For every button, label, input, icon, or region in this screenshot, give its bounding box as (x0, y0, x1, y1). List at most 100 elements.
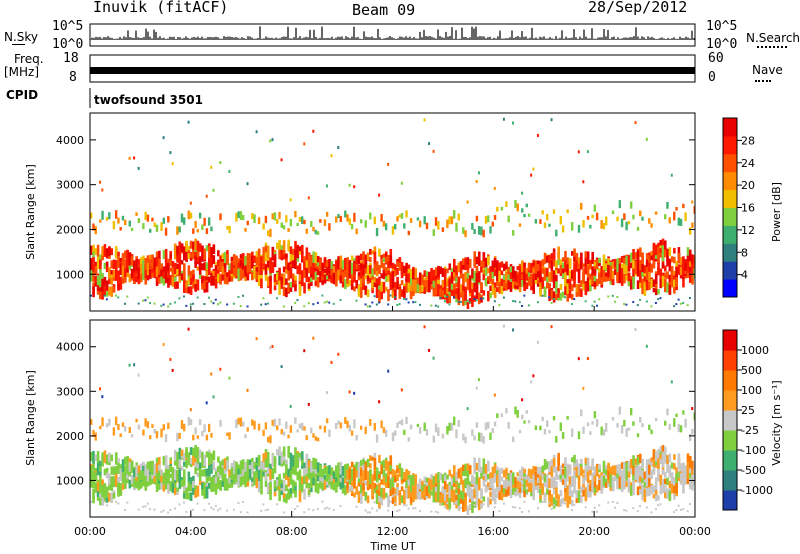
power-cell (570, 251, 574, 256)
velocity-cell (99, 475, 102, 489)
velocity-cell (266, 467, 270, 474)
velocity-cell (688, 503, 691, 506)
power-cell (158, 258, 161, 269)
power-cell (566, 257, 570, 270)
power-cell (541, 277, 545, 289)
power-cell (176, 264, 179, 276)
power-cell (564, 272, 567, 282)
power-cell (616, 264, 619, 274)
power-cell (439, 296, 442, 299)
power-cell (673, 247, 676, 254)
power-cell (387, 162, 390, 166)
power-cell (99, 269, 102, 282)
power-cell (475, 299, 478, 302)
power-cell (450, 216, 454, 225)
power-cell (339, 255, 343, 269)
power-cell (403, 271, 406, 276)
velocity-cell (153, 464, 157, 478)
velocity-cell (548, 495, 551, 508)
velocity-cell (462, 464, 465, 474)
velocity-cell (262, 429, 265, 437)
velocity-cell (291, 455, 295, 467)
velocity-cell (623, 509, 626, 512)
power-cell (300, 244, 304, 255)
power-cell (552, 298, 555, 301)
power-cell (312, 129, 315, 133)
nsky-tick-bottom: 10^0 (52, 37, 84, 52)
power-cell (552, 281, 556, 289)
velocity-cell (264, 471, 268, 481)
power-cell (566, 264, 570, 276)
velocity-cell (369, 419, 372, 426)
velocity-cell (475, 472, 479, 483)
velocity-cell (670, 380, 673, 384)
power-cell (673, 211, 676, 221)
power-cell (105, 298, 108, 301)
power-cell (325, 259, 329, 268)
velocity-cell (659, 454, 663, 465)
velocity-cell (108, 418, 111, 426)
velocity-cell (330, 481, 334, 490)
power-cell (389, 259, 393, 266)
velocity-cell (337, 462, 340, 474)
power-cell (335, 275, 338, 287)
power-cell (189, 303, 192, 306)
velocity-cell (523, 479, 526, 491)
velocity-cell (446, 501, 449, 504)
power-cell (602, 266, 606, 274)
velocity-cell (489, 472, 492, 484)
velocity-cell (407, 507, 410, 510)
velocity-cell (455, 483, 458, 490)
velocity-cell (403, 492, 406, 505)
power-cell (403, 266, 406, 274)
power-colorbar-label: Power [dB] (770, 182, 783, 242)
velocity-cell (371, 486, 374, 495)
velocity-cell (285, 484, 288, 492)
velocity-cell (189, 408, 192, 412)
power-cell (670, 173, 673, 177)
velocity-cell (534, 466, 538, 472)
velocity-cell (260, 480, 263, 486)
velocity-cell (586, 483, 590, 490)
power-cell (677, 298, 680, 301)
velocity-cell (480, 466, 483, 479)
velocity-cell (657, 449, 660, 454)
power-cell (162, 303, 165, 306)
velocity-cell (300, 459, 304, 466)
power-cell (369, 248, 372, 255)
power-cell (477, 171, 480, 175)
power-cell (591, 275, 594, 285)
velocity-cell (90, 419, 93, 425)
velocity-cell (92, 429, 95, 438)
power-cell (462, 282, 465, 291)
velocity-cell (260, 484, 263, 495)
velocity-cell (96, 493, 100, 501)
velocity-cell (616, 464, 619, 474)
velocity-cell (464, 506, 467, 512)
power-cell (464, 292, 467, 301)
power-cell (183, 217, 186, 225)
nsky-strip-frame (89, 23, 696, 47)
velocity-cell (530, 469, 533, 480)
power-cell (378, 291, 381, 303)
station-title: Inuvik (fitACF) (93, 0, 229, 16)
power-cell (160, 304, 163, 307)
velocity-cell (321, 468, 325, 479)
power-cell (673, 282, 676, 294)
velocity-cell (162, 424, 165, 431)
power-cell (666, 271, 669, 279)
power-cell (489, 226, 492, 234)
power-cell (398, 303, 401, 306)
power-cell (652, 287, 656, 293)
velocity-cell (614, 471, 617, 479)
velocity-cell (112, 481, 116, 488)
power-cell (466, 299, 469, 302)
velocity-cell (160, 482, 163, 490)
velocity-cell (155, 472, 159, 483)
power-cell (298, 263, 302, 275)
velocity-cell (130, 476, 134, 485)
velocity-cell (101, 495, 104, 506)
velocity-cell (310, 466, 313, 474)
power-cell (407, 264, 411, 272)
power-cell (212, 270, 216, 276)
